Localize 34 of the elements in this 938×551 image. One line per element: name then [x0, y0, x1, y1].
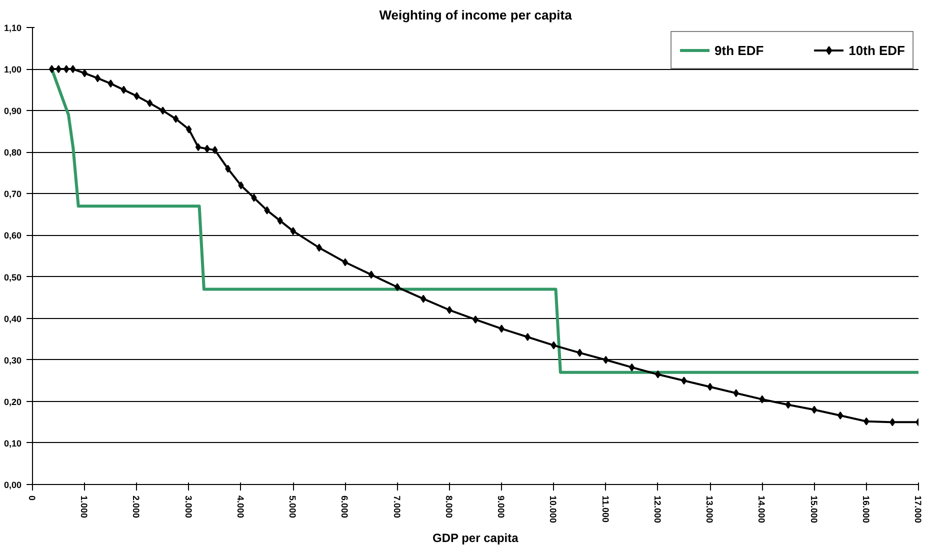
y-tick-label: 0,30 [4, 355, 22, 366]
x-tick-label: 10.000 [548, 496, 558, 524]
y-tick-label: 0,50 [4, 272, 22, 282]
x-axis-title: GDP per capita [432, 531, 519, 546]
x-tick-label: 16.000 [860, 496, 871, 524]
y-tick-label: 0,10 [4, 438, 22, 448]
y-tick-label: 0,80 [4, 148, 22, 158]
y-tick-label: 1,10 [4, 23, 22, 33]
x-tick-label: 12.000 [652, 496, 662, 524]
y-tick-label: 0,70 [4, 189, 22, 200]
x-tick-label: 17.000 [913, 496, 923, 524]
x-tick-label: 0 [27, 496, 37, 501]
legend-label: 9th EDF [714, 42, 764, 58]
x-tick-label: 6.000 [340, 496, 350, 518]
y-tick-label: 1,00 [4, 64, 22, 75]
x-tick-label: 5.000 [288, 496, 298, 518]
y-tick-label: 0,40 [4, 314, 22, 324]
y-tick-label: 0,60 [4, 230, 22, 241]
y-tick-label: 0,90 [4, 106, 22, 116]
x-tick-label: 2.000 [131, 496, 142, 518]
x-tick-label: 9.000 [496, 496, 506, 518]
x-tick-label: 11.000 [600, 496, 610, 523]
legend-label: 10th EDF [848, 42, 905, 58]
x-tick-label: 4.000 [235, 496, 246, 518]
x-tick-label: 13.000 [704, 496, 715, 524]
x-tick-label: 8.000 [444, 496, 454, 518]
x-tick-label: 14.000 [756, 496, 767, 524]
chart-title: Weighting of income per capita [379, 8, 573, 22]
x-tick-label: 3.000 [183, 496, 194, 518]
y-tick-label: 0,20 [4, 396, 22, 407]
x-tick-label: 7.000 [392, 496, 402, 518]
x-tick-label: 15.000 [808, 496, 819, 524]
x-tick-label: 1.000 [79, 496, 90, 518]
y-tick-label: 0,00 [4, 480, 22, 490]
